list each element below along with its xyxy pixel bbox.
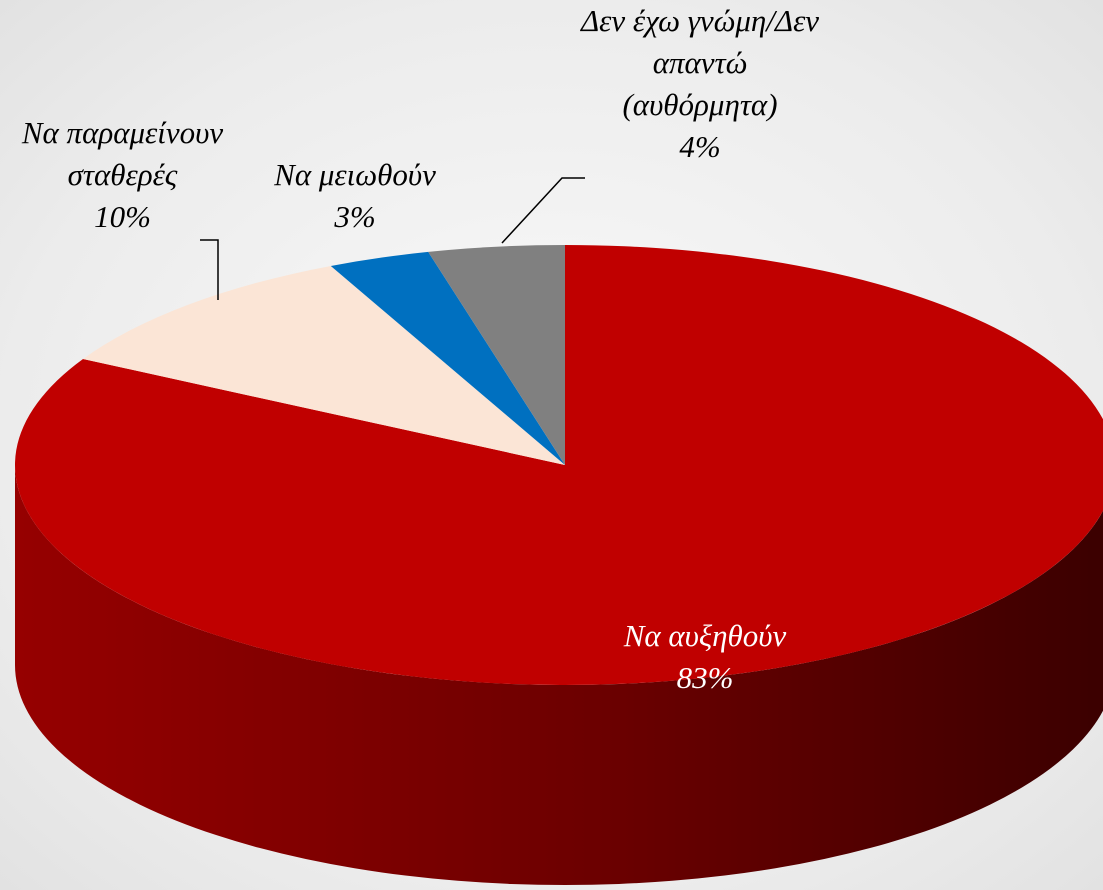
pie-slice (428, 245, 565, 465)
label-name: Να παραμείνουν σταθερές (21, 115, 224, 192)
label-value: 3% (334, 199, 376, 234)
leader-line (501, 177, 585, 244)
slice-side (15, 465, 1103, 885)
label-value: 83% (676, 660, 734, 695)
label-name: Να αυξηθούν (623, 618, 787, 653)
data-label: Να παραμείνουν σταθερές 10% (20, 112, 225, 238)
label-name: Να μειωθούν (274, 157, 436, 192)
data-label: Να μειωθούν 3% (240, 154, 470, 238)
label-value: 10% (94, 199, 151, 234)
pie-slice (330, 251, 565, 465)
label-name: Δεν έχω γνώμη/Δεν απαντώ (αυθόρμητα) (580, 3, 820, 122)
data-label: Να αυξηθούν 83% (560, 615, 850, 699)
leader-line (200, 239, 219, 300)
pie-slice (83, 265, 566, 465)
pie-slice (15, 245, 1103, 685)
data-label: Δεν έχω γνώμη/Δεν απαντώ (αυθόρμητα) 4% (580, 0, 820, 168)
label-value: 4% (679, 129, 721, 164)
